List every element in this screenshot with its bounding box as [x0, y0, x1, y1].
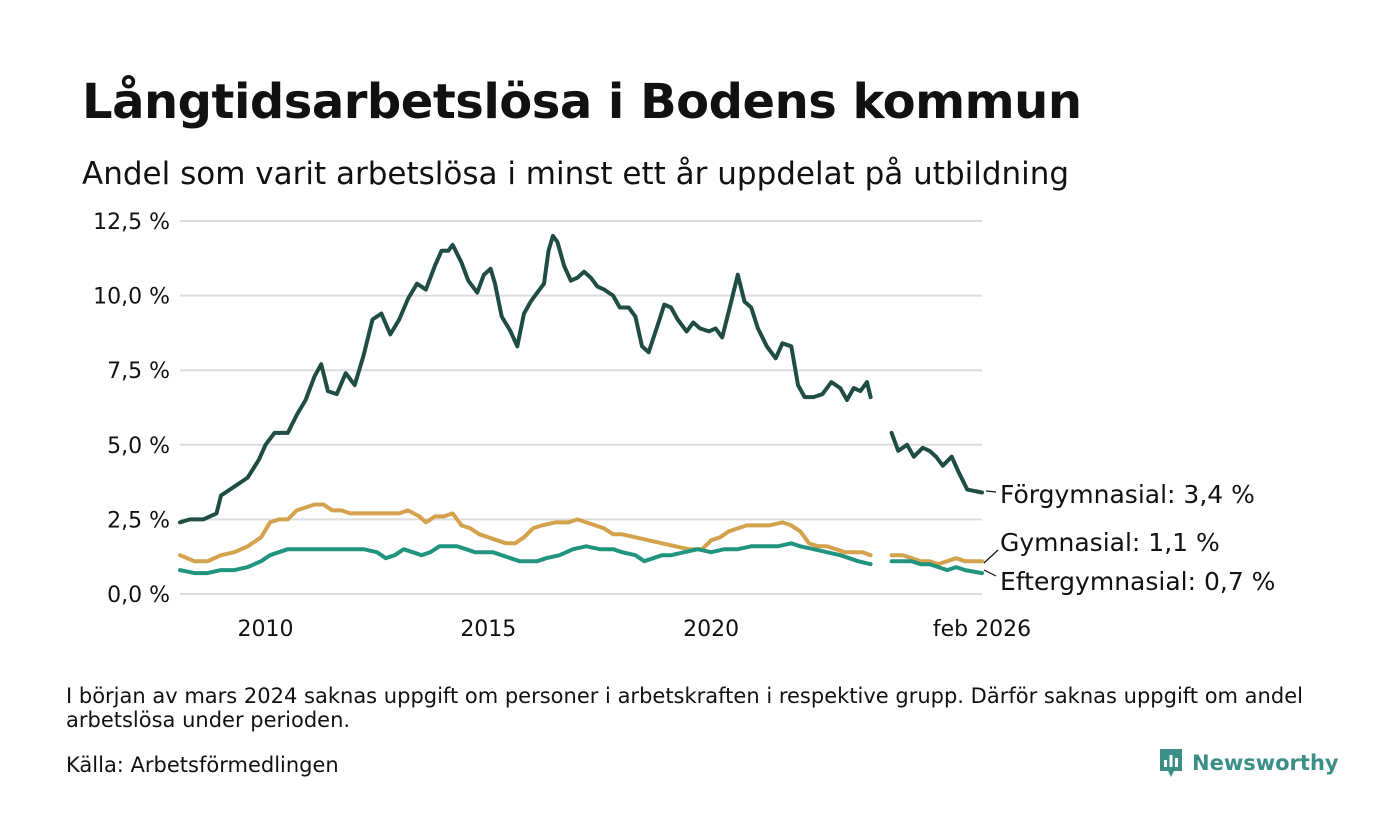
- gridlines: [180, 220, 982, 595]
- x-axis-tick-labels: 2010 2015 2020 feb 2026: [238, 617, 1032, 642]
- gymnasial-end-label: Gymnasial: 1,1 %: [1000, 528, 1220, 557]
- leader-line: [983, 569, 997, 577]
- förgymnasial-end-label: Förgymnasial: 3,4 %: [1000, 480, 1255, 509]
- series-lines: [178, 233, 984, 576]
- x-tick-label: 2020: [683, 617, 739, 642]
- series-end-labels: Förgymnasial: 3,4 % Gymnasial: 1,1 % Efter…: [983, 480, 1275, 596]
- y-tick-label: 0,0 %: [107, 583, 170, 608]
- y-tick-label: 10,0 %: [93, 285, 170, 310]
- chart-title: Långtidsarbetslösa i Bodens kommun: [82, 74, 1082, 130]
- x-tick-label: 2010: [238, 617, 294, 642]
- förgymnasial-line-segment-1: [178, 233, 873, 525]
- gymnasial-line-segment-2: [889, 553, 984, 567]
- y-tick-label: 12,5 %: [93, 210, 170, 235]
- gymnasial-line-segment-1: [178, 502, 873, 564]
- y-tick-label: 7,5 %: [107, 359, 170, 384]
- line-chart: 0,0 %2,5 %5,0 %7,5 %10,0 %12,5 % 2010 201…: [93, 210, 1275, 642]
- förgymnasial-line-segment-2: [889, 430, 984, 495]
- eftergymnasial-line-segment-2: [889, 559, 984, 576]
- y-tick-label: 2,5 %: [107, 508, 170, 533]
- leader-line: [985, 490, 997, 493]
- x-tick-label: feb 2026: [933, 617, 1031, 642]
- source-credit: Källa: Arbetsförmedlingen: [66, 753, 339, 777]
- y-axis-tick-labels: 0,0 % 2,5 % 5,0 % 7,5 % 10,0 % 12,5 %: [93, 210, 170, 608]
- brand-logo[interactable]: Newsworthy: [1158, 747, 1339, 779]
- x-tick-label: 2015: [460, 617, 516, 642]
- brand-name: Newsworthy: [1192, 751, 1339, 775]
- newsworthy-logo-icon: [1160, 749, 1182, 777]
- footnote: I början av mars 2024 saknas uppgift om …: [66, 684, 1303, 732]
- eftergymnasial-end-label: Eftergymnasial: 0,7 %: [1000, 567, 1275, 596]
- eftergymnasial-line-segment-1: [178, 541, 873, 576]
- y-tick-label: 5,0 %: [107, 434, 170, 459]
- chart-subtitle: Andel som varit arbetslösa i minst ett å…: [82, 156, 1070, 192]
- leader-line: [983, 549, 999, 564]
